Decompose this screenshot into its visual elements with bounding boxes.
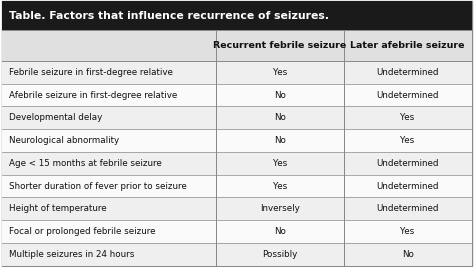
Bar (2, 197, 472, 220)
Text: Possibly: Possibly (262, 250, 297, 259)
Text: Multiple seizures in 24 hours: Multiple seizures in 24 hours (9, 250, 134, 259)
Text: Yes: Yes (401, 227, 415, 236)
Text: Yes: Yes (273, 182, 287, 191)
Text: Neurological abnormality: Neurological abnormality (9, 136, 118, 145)
Text: Undetermined: Undetermined (376, 91, 439, 100)
Text: Yes: Yes (401, 113, 415, 122)
Text: Height of temperature: Height of temperature (9, 204, 106, 213)
Text: No: No (401, 250, 413, 259)
Text: Table. Factors that influence recurrence of seizures.: Table. Factors that influence recurrence… (9, 11, 329, 21)
Text: Undetermined: Undetermined (376, 182, 439, 191)
Text: Recurrent febrile seizure: Recurrent febrile seizure (213, 41, 346, 50)
Text: No: No (274, 227, 286, 236)
Text: Undetermined: Undetermined (376, 68, 439, 77)
Text: Undetermined: Undetermined (376, 159, 439, 168)
Bar (2, 220, 472, 243)
Bar (2, 1, 472, 30)
Bar (2, 30, 472, 61)
Bar (2, 175, 472, 197)
Bar (2, 106, 472, 129)
Bar (2, 84, 472, 106)
Bar (2, 61, 472, 84)
Text: Age < 15 months at febrile seizure: Age < 15 months at febrile seizure (9, 159, 161, 168)
Text: Shorter duration of fever prior to seizure: Shorter duration of fever prior to seizu… (9, 182, 186, 191)
Text: No: No (274, 91, 286, 100)
Text: Focal or prolonged febrile seizure: Focal or prolonged febrile seizure (9, 227, 155, 236)
Text: Yes: Yes (273, 159, 287, 168)
Text: No: No (274, 113, 286, 122)
Text: Inversely: Inversely (260, 204, 300, 213)
Bar (2, 152, 472, 175)
Text: Yes: Yes (401, 136, 415, 145)
Text: Afebrile seizure in first-degree relative: Afebrile seizure in first-degree relativ… (9, 91, 177, 100)
Text: Undetermined: Undetermined (376, 204, 439, 213)
Text: No: No (274, 136, 286, 145)
Text: Developmental delay: Developmental delay (9, 113, 102, 122)
Bar (2, 243, 472, 266)
Text: Later afebrile seizure: Later afebrile seizure (350, 41, 465, 50)
Text: Febrile seizure in first-degree relative: Febrile seizure in first-degree relative (9, 68, 173, 77)
Text: Yes: Yes (273, 68, 287, 77)
Bar (2, 129, 472, 152)
